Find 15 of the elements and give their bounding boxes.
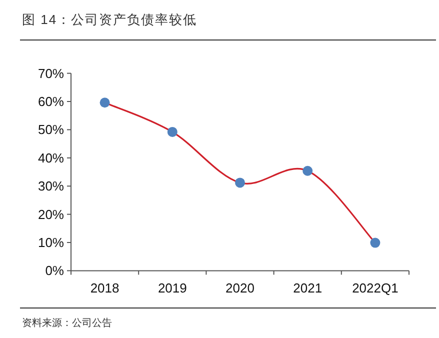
chart-title: 图 14：公司资产负债率较低 (22, 12, 198, 27)
y-tick-label: 40% (38, 150, 64, 166)
x-tick-label: 2022Q1 (352, 280, 398, 296)
y-tick-label: 10% (38, 235, 64, 250)
x-tick-label: 2021 (293, 280, 322, 296)
x-tick-label: 2020 (226, 280, 254, 296)
x-tick-label: 2018 (90, 280, 120, 296)
y-tick-label: 0% (45, 263, 64, 278)
y-tick-label: 30% (38, 178, 64, 194)
y-tick-label: 70% (38, 66, 64, 81)
y-tick-label: 60% (38, 94, 64, 109)
x-tick-label: 2019 (158, 280, 187, 296)
text: 资料来源：公司公告 (22, 317, 112, 329)
y-tick-label: 20% (38, 206, 64, 222)
y-tick-label: 50% (38, 122, 64, 138)
